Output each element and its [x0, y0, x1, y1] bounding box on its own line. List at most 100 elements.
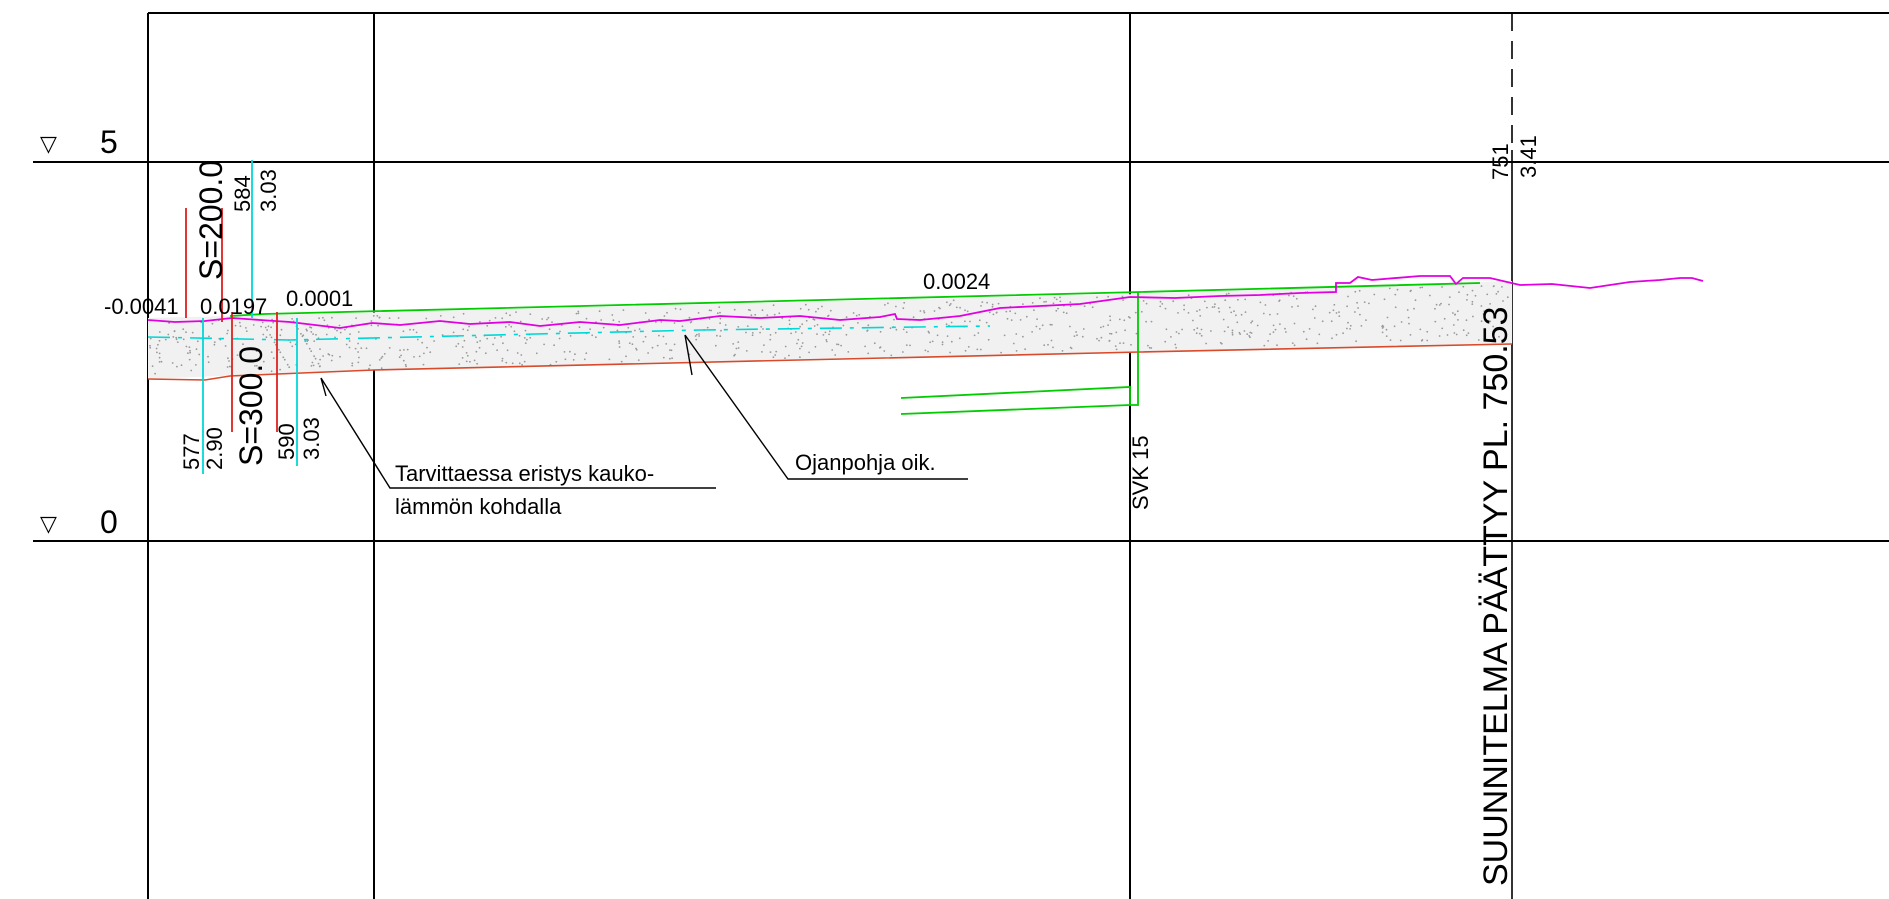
fill-dot: [1465, 334, 1468, 337]
fill-dot: [801, 342, 804, 344]
fill-dot: [1022, 303, 1024, 305]
fill-dot: [919, 310, 922, 312]
fill-dot: [625, 355, 627, 358]
fill-dot: [1314, 305, 1317, 308]
fill-dot: [508, 324, 510, 326]
fill-dot: [1465, 319, 1468, 322]
fill-dot: [1227, 292, 1230, 295]
fill-dot: [1161, 303, 1164, 305]
fill-dot: [227, 329, 229, 332]
fill-dot: [774, 354, 777, 356]
fill-dot: [778, 312, 781, 315]
fill-dot: [372, 315, 375, 317]
fill-dot: [519, 320, 522, 323]
fill-dot: [1199, 315, 1202, 317]
fill-dot: [959, 306, 961, 309]
fill-dot: [524, 342, 527, 344]
fill-dot: [1134, 311, 1137, 314]
fill-dot: [300, 332, 302, 335]
fill-dot: [1059, 296, 1061, 299]
fill-dot: [564, 358, 567, 361]
fill-dot: [905, 331, 908, 333]
fill-dot: [1331, 337, 1333, 340]
soil-fill-band: [148, 281, 1512, 379]
fill-dot: [1003, 334, 1006, 337]
fill-dot: [572, 359, 575, 361]
fill-dot: [279, 368, 281, 371]
fill-dot: [1482, 313, 1485, 316]
fill-dot: [1250, 321, 1252, 324]
fill-dot: [1472, 315, 1474, 318]
fill-dot: [466, 354, 469, 357]
fill-dot: [1355, 340, 1357, 343]
fill-dot: [950, 321, 953, 324]
fill-dot: [1426, 330, 1429, 333]
fill-dot: [265, 336, 268, 339]
fill-dot: [945, 323, 948, 326]
fill-dot: [164, 338, 167, 341]
fill-dot: [799, 325, 801, 328]
fill-dot: [1231, 333, 1234, 336]
fill-dot: [402, 330, 405, 333]
fill-dot: [1406, 309, 1409, 311]
fill-dot: [336, 329, 338, 332]
fill-dot: [1330, 320, 1333, 323]
fill-dot: [402, 359, 405, 362]
fill-dot: [310, 331, 313, 333]
fill-dot: [1349, 324, 1352, 327]
fill-dot: [358, 356, 360, 359]
fill-dot: [1407, 316, 1410, 319]
fill-dot: [720, 329, 722, 332]
fill-dot: [931, 340, 934, 343]
fill-dot: [488, 319, 491, 322]
fill-dot: [455, 345, 458, 348]
fill-dot: [964, 320, 966, 323]
fill-dot: [1489, 320, 1492, 323]
fill-dot: [964, 309, 966, 312]
fill-dot: [415, 331, 418, 334]
fill-dot: [967, 346, 970, 348]
fill-dot: [380, 357, 383, 359]
fill-dot: [772, 356, 775, 359]
fill-dot: [524, 329, 527, 332]
fill-dot: [801, 332, 803, 334]
fill-dot: [714, 344, 717, 347]
elevation-triangle-0: ▽: [40, 511, 57, 536]
structure-label-svk: SVK 15: [1128, 435, 1153, 510]
fill-dot: [218, 337, 221, 340]
fill-dot: [400, 354, 402, 357]
fill-dot: [790, 332, 792, 335]
fill-dot: [351, 364, 354, 367]
fill-dot: [997, 302, 1000, 305]
fill-dot: [1172, 300, 1175, 303]
fill-dot: [1041, 324, 1044, 327]
fill-dot: [167, 333, 170, 336]
fill-dot: [1394, 293, 1397, 296]
fill-dot: [305, 342, 308, 345]
fill-dot: [1458, 291, 1460, 294]
fill-dot: [291, 318, 293, 320]
fill-dot: [1338, 311, 1340, 313]
fill-dot: [883, 350, 886, 352]
fill-dot: [749, 309, 751, 312]
fill-dot: [857, 322, 859, 324]
fill-dot: [301, 335, 304, 338]
fill-dot: [458, 363, 461, 365]
fill-dot: [501, 317, 504, 320]
fill-dot: [213, 341, 216, 343]
fill-dot: [493, 337, 496, 339]
fill-dot: [1222, 318, 1225, 321]
fill-dot: [327, 353, 330, 355]
fill-dot: [1038, 328, 1041, 330]
fill-dot: [804, 303, 807, 306]
fill-dot: [589, 328, 591, 331]
fill-dot: [195, 364, 197, 366]
fill-dot: [927, 350, 929, 353]
fill-dot: [651, 346, 654, 349]
fill-dot: [345, 343, 348, 346]
fill-dot: [1024, 348, 1026, 351]
fill-dot: [317, 362, 320, 365]
fill-dot: [1278, 299, 1281, 302]
fill-dot: [1164, 307, 1167, 310]
fill-dot: [486, 324, 489, 327]
